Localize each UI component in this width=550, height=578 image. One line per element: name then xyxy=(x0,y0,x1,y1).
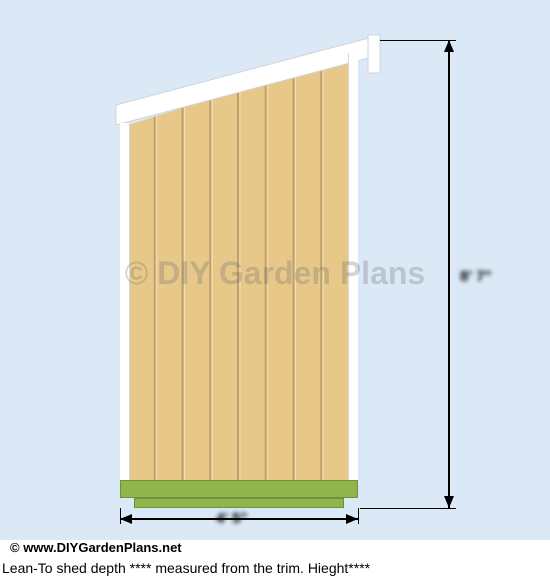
shed-roof xyxy=(116,29,416,169)
dim-height-arrow-top xyxy=(444,40,454,52)
caption-text: Lean-To shed depth **** measured from th… xyxy=(2,560,548,576)
dim-depth-ext-right xyxy=(358,508,359,524)
source-url: © www.DIYGardenPlans.net xyxy=(10,540,182,555)
shed-base-foot xyxy=(134,498,344,508)
trim-left xyxy=(120,123,130,480)
shed-base xyxy=(120,480,358,498)
dim-height-ext-bottom xyxy=(360,508,456,509)
dim-depth-arrow-right xyxy=(346,514,358,524)
dim-height-label: 8' 7" xyxy=(460,268,492,285)
dim-height-arrow-bottom xyxy=(444,496,454,508)
trim-right xyxy=(348,53,358,480)
diagram-canvas: © DIY Garden Plans 8' 7" 4' 5" © www.DIY… xyxy=(0,0,550,578)
dim-height-line xyxy=(448,40,450,508)
dim-depth-arrow-left xyxy=(120,514,132,524)
dim-depth-label: 4' 5" xyxy=(216,510,248,527)
